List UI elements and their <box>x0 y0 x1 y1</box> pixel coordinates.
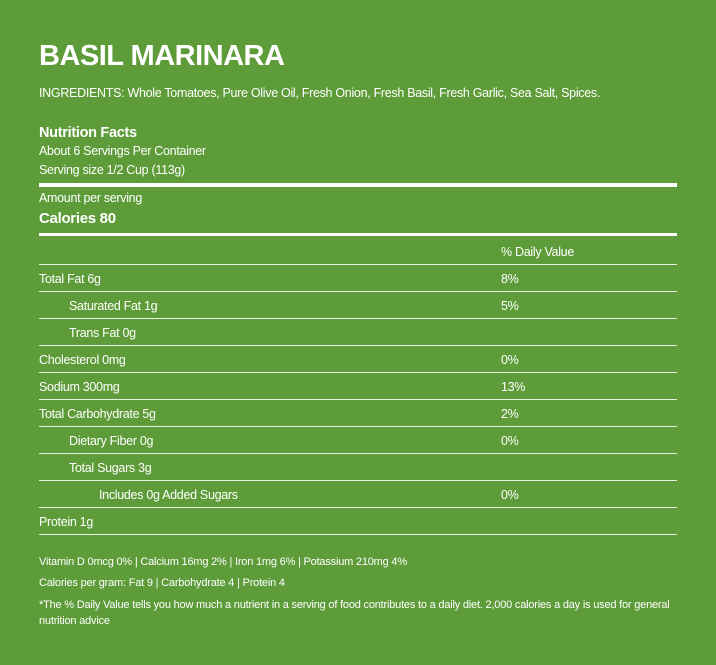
footnote: *The % Daily Value tells you how much a … <box>39 599 670 627</box>
table-row: Saturated Fat 1g 5% <box>39 292 677 319</box>
table-row: Dietary Fiber 0g 0% <box>39 427 677 454</box>
nutrient-name: Saturated Fat 1g <box>69 299 158 313</box>
nutrient-daily-value: 8% <box>501 272 519 286</box>
table-row: Cholesterol 0mg 0% <box>39 346 677 373</box>
nutrient-daily-value: 13% <box>501 380 526 394</box>
nutrient-daily-value: 0% <box>501 488 519 502</box>
calories-per-gram: Calories per gram: Fat 9 | Carbohydrate … <box>39 577 285 589</box>
product-title: BASIL MARINARA <box>39 40 285 72</box>
nutrient-daily-value: 0% <box>501 434 519 448</box>
nutrient-name: Includes 0g Added Sugars <box>99 488 238 502</box>
nutrient-table: % Daily Value Total Fat 6g 8% Saturated Fa… <box>39 238 677 535</box>
calories: Calories 80 <box>39 210 116 227</box>
table-row: Total Sugars 3g <box>39 454 677 481</box>
table-row: Protein 1g <box>39 508 677 535</box>
divider-thick <box>39 183 677 187</box>
nutrient-name: Trans Fat 0g <box>69 326 136 340</box>
serving-size: Serving size 1/2 Cup (113g) <box>39 163 185 177</box>
amount-per-serving: Amount per serving <box>39 191 142 205</box>
nutrient-daily-value: 5% <box>501 299 519 313</box>
table-row: Trans Fat 0g <box>39 319 677 346</box>
table-row: Sodium 300mg 13% <box>39 373 677 400</box>
nutrition-facts-heading: Nutrition Facts <box>39 125 137 141</box>
ingredients: INGREDIENTS: Whole Tomatoes, Pure Olive … <box>39 86 601 100</box>
nutrient-name: Total Fat 6g <box>39 272 101 286</box>
servings-per-container: About 6 Servings Per Container <box>39 144 206 158</box>
nutrient-name: Total Carbohydrate 5g <box>39 407 156 421</box>
table-row: Total Fat 6g 8% <box>39 265 677 292</box>
table-row: Includes 0g Added Sugars 0% <box>39 481 677 508</box>
divider-thick <box>39 233 677 236</box>
nutrient-name: Sodium 300mg <box>39 380 120 394</box>
nutrient-name: Protein 1g <box>39 515 93 529</box>
table-header: % Daily Value <box>39 238 677 265</box>
nutrient-name: Total Sugars 3g <box>69 461 152 475</box>
nutrient-name: Dietary Fiber 0g <box>69 434 154 448</box>
vitamins-minerals: Vitamin D 0mcg 0% | Calcium 16mg 2% | Ir… <box>39 556 407 568</box>
nutrient-daily-value: 0% <box>501 353 519 367</box>
nutrient-daily-value: 2% <box>501 407 519 421</box>
nutrient-name: Cholesterol 0mg <box>39 353 126 367</box>
daily-value-header: % Daily Value <box>501 245 574 259</box>
table-row: Total Carbohydrate 5g 2% <box>39 400 677 427</box>
